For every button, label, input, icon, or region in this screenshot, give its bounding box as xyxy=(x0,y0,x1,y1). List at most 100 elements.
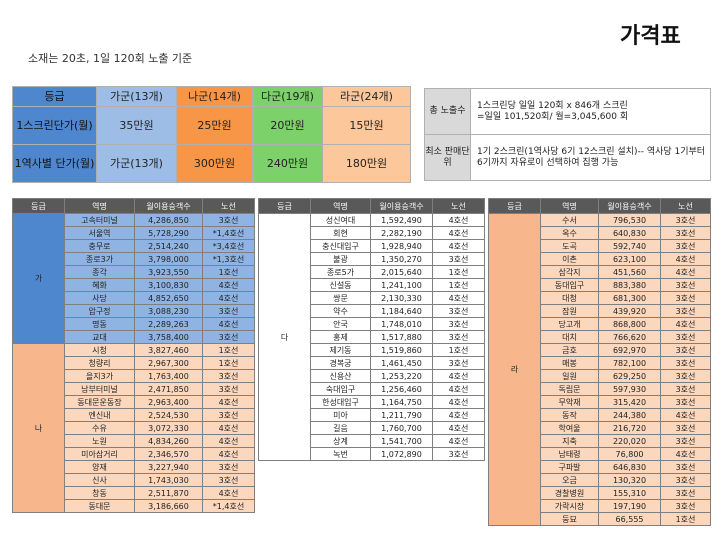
station-name: 사당 xyxy=(64,291,135,305)
passenger-count: 2,967,300 xyxy=(134,356,203,370)
passenger-count: 766,620 xyxy=(598,330,661,344)
passenger-count: 315,420 xyxy=(598,395,661,409)
passenger-count: 76,800 xyxy=(598,447,661,461)
passenger-count: 1,760,700 xyxy=(370,421,433,435)
line-name: 3호선 xyxy=(432,317,485,331)
line-name: 1호선 xyxy=(202,356,255,370)
exposure-info-table: 총 노출수 1스크린당 일일 120회 x 846개 스크린 =일일 101,5… xyxy=(424,88,711,181)
table-row: 금호 692,970 3호선 xyxy=(489,343,711,357)
station-name: 회현 xyxy=(310,226,371,240)
table-row: 경복궁 1,461,450 3호선 xyxy=(259,356,485,370)
line-name: *1,4호선 xyxy=(202,226,255,240)
station-name: 창동 xyxy=(64,486,135,500)
passenger-count: 1,763,400 xyxy=(134,369,203,383)
station-name: 홍제 xyxy=(310,330,371,344)
table-row: 명동 2,289,263 4호선 xyxy=(13,317,255,331)
table-row: 동대문 3,186,660 *1,4호선 xyxy=(13,499,255,513)
passenger-count: 3,088,230 xyxy=(134,304,203,318)
passenger-count: 2,130,330 xyxy=(370,291,433,305)
passenger-count: 4,852,650 xyxy=(134,291,203,305)
line-name: 3호선 xyxy=(660,304,711,318)
line-name: 4호선 xyxy=(432,395,485,409)
line-name: 3호선 xyxy=(432,447,485,461)
line-name: 3호선 xyxy=(660,343,711,357)
line-name: 1호선 xyxy=(432,265,485,279)
station-name: 청량리 xyxy=(64,356,135,370)
table-row: 미아 1,211,790 4호선 xyxy=(259,408,485,422)
table-row: 종로3가 3,798,000 *1,3호선 xyxy=(13,252,255,266)
station-name: 수서 xyxy=(540,213,599,227)
line-name: 3호선 xyxy=(660,356,711,370)
station-name: 엔신내 xyxy=(64,408,135,422)
station-name: 종각 xyxy=(64,265,135,279)
line-name: 4호선 xyxy=(660,447,711,461)
col-header-passengers: 월이용승객수 xyxy=(134,198,203,214)
station-name: 충무로 xyxy=(64,239,135,253)
line-name: 4호선 xyxy=(202,434,255,448)
passenger-count: 155,310 xyxy=(598,486,661,500)
station-name: 대치 xyxy=(540,330,599,344)
passenger-count: 1,211,790 xyxy=(370,408,433,422)
station-name: 상계 xyxy=(310,434,371,448)
line-name: 3호선 xyxy=(660,369,711,383)
line-name: 4호선 xyxy=(202,317,255,331)
passenger-count: 1,517,880 xyxy=(370,330,433,344)
passenger-count: 244,380 xyxy=(598,408,661,422)
passenger-count: 1,461,450 xyxy=(370,356,433,370)
station-name: 매봉 xyxy=(540,356,599,370)
station-price-ga: 가군(13개) xyxy=(96,144,177,183)
line-name: 3호선 xyxy=(660,382,711,396)
col-header-station: 역명 xyxy=(64,198,135,214)
table-row: 대청 681,300 3호선 xyxy=(489,291,711,305)
table-row: 동작 244,380 4호선 xyxy=(489,408,711,422)
total-exposure-text: 1스크린당 일일 120회 x 846개 스크린 =일일 101,520회/ 월… xyxy=(470,88,711,135)
table-row: 옥수 640,830 3호선 xyxy=(489,226,711,240)
station-name: 대청 xyxy=(540,291,599,305)
passenger-count: 692,970 xyxy=(598,343,661,357)
screen-price-na: 25만원 xyxy=(176,106,253,145)
station-name: 양재 xyxy=(64,460,135,474)
passenger-count: 1,253,220 xyxy=(370,369,433,383)
station-name: 구파발 xyxy=(540,460,599,474)
group-label-ra: 라 xyxy=(488,213,541,526)
table-row: 매봉 782,100 3호선 xyxy=(489,356,711,370)
station-list-ga-na: 등급 역명 월이용승객수 노선 가 고속터미널 4,286,850 3호선 서울역 5,728,2… xyxy=(12,198,255,513)
table-row: 수유 3,072,330 4호선 xyxy=(13,421,255,435)
passenger-count: 130,320 xyxy=(598,473,661,487)
column-header-row: 등급 역명 월이용승객수 노선 xyxy=(12,198,255,214)
passenger-count: 3,072,330 xyxy=(134,421,203,435)
passenger-count: 4,834,260 xyxy=(134,434,203,448)
line-name: 4호선 xyxy=(432,213,485,227)
grade-header: 등급 xyxy=(12,86,97,107)
passenger-count: 681,300 xyxy=(598,291,661,305)
station-name: 신용산 xyxy=(310,369,371,383)
line-name: 4호선 xyxy=(202,291,255,305)
line-name: 3호선 xyxy=(660,486,711,500)
col-header-grade: 등급 xyxy=(488,198,541,214)
passenger-count: 868,800 xyxy=(598,317,661,331)
col-header-passengers: 월이용승객수 xyxy=(370,198,433,214)
station-name: 고속터미널 xyxy=(64,213,135,227)
station-name: 수유 xyxy=(64,421,135,435)
line-name: *3,4호선 xyxy=(202,239,255,253)
passenger-count: 883,380 xyxy=(598,278,661,292)
col-header-station: 역명 xyxy=(310,198,371,214)
screen-price-ra: 15만원 xyxy=(322,106,411,145)
column-header-row: 등급 역명 월이용승객수 노선 xyxy=(258,198,485,214)
passenger-count: 1,164,750 xyxy=(370,395,433,409)
passenger-count: 3,798,000 xyxy=(134,252,203,266)
col-header-line: 노선 xyxy=(660,198,711,214)
line-name: 3호선 xyxy=(432,252,485,266)
screen-price-ga: 35만원 xyxy=(96,106,177,145)
line-name: 3호선 xyxy=(202,304,255,318)
station-name: 종로5가 xyxy=(310,265,371,279)
station-name: 약수 xyxy=(310,304,371,318)
passenger-count: 2,963,400 xyxy=(134,395,203,409)
line-name: 4호선 xyxy=(660,265,711,279)
station-name: 당고개 xyxy=(540,317,599,331)
station-name: 숙대입구 xyxy=(310,382,371,396)
line-name: 3호선 xyxy=(202,460,255,474)
station-name: 압구정 xyxy=(64,304,135,318)
passenger-count: 1,072,890 xyxy=(370,447,433,461)
table-row: 둥묘 66,555 1호선 xyxy=(489,512,711,526)
